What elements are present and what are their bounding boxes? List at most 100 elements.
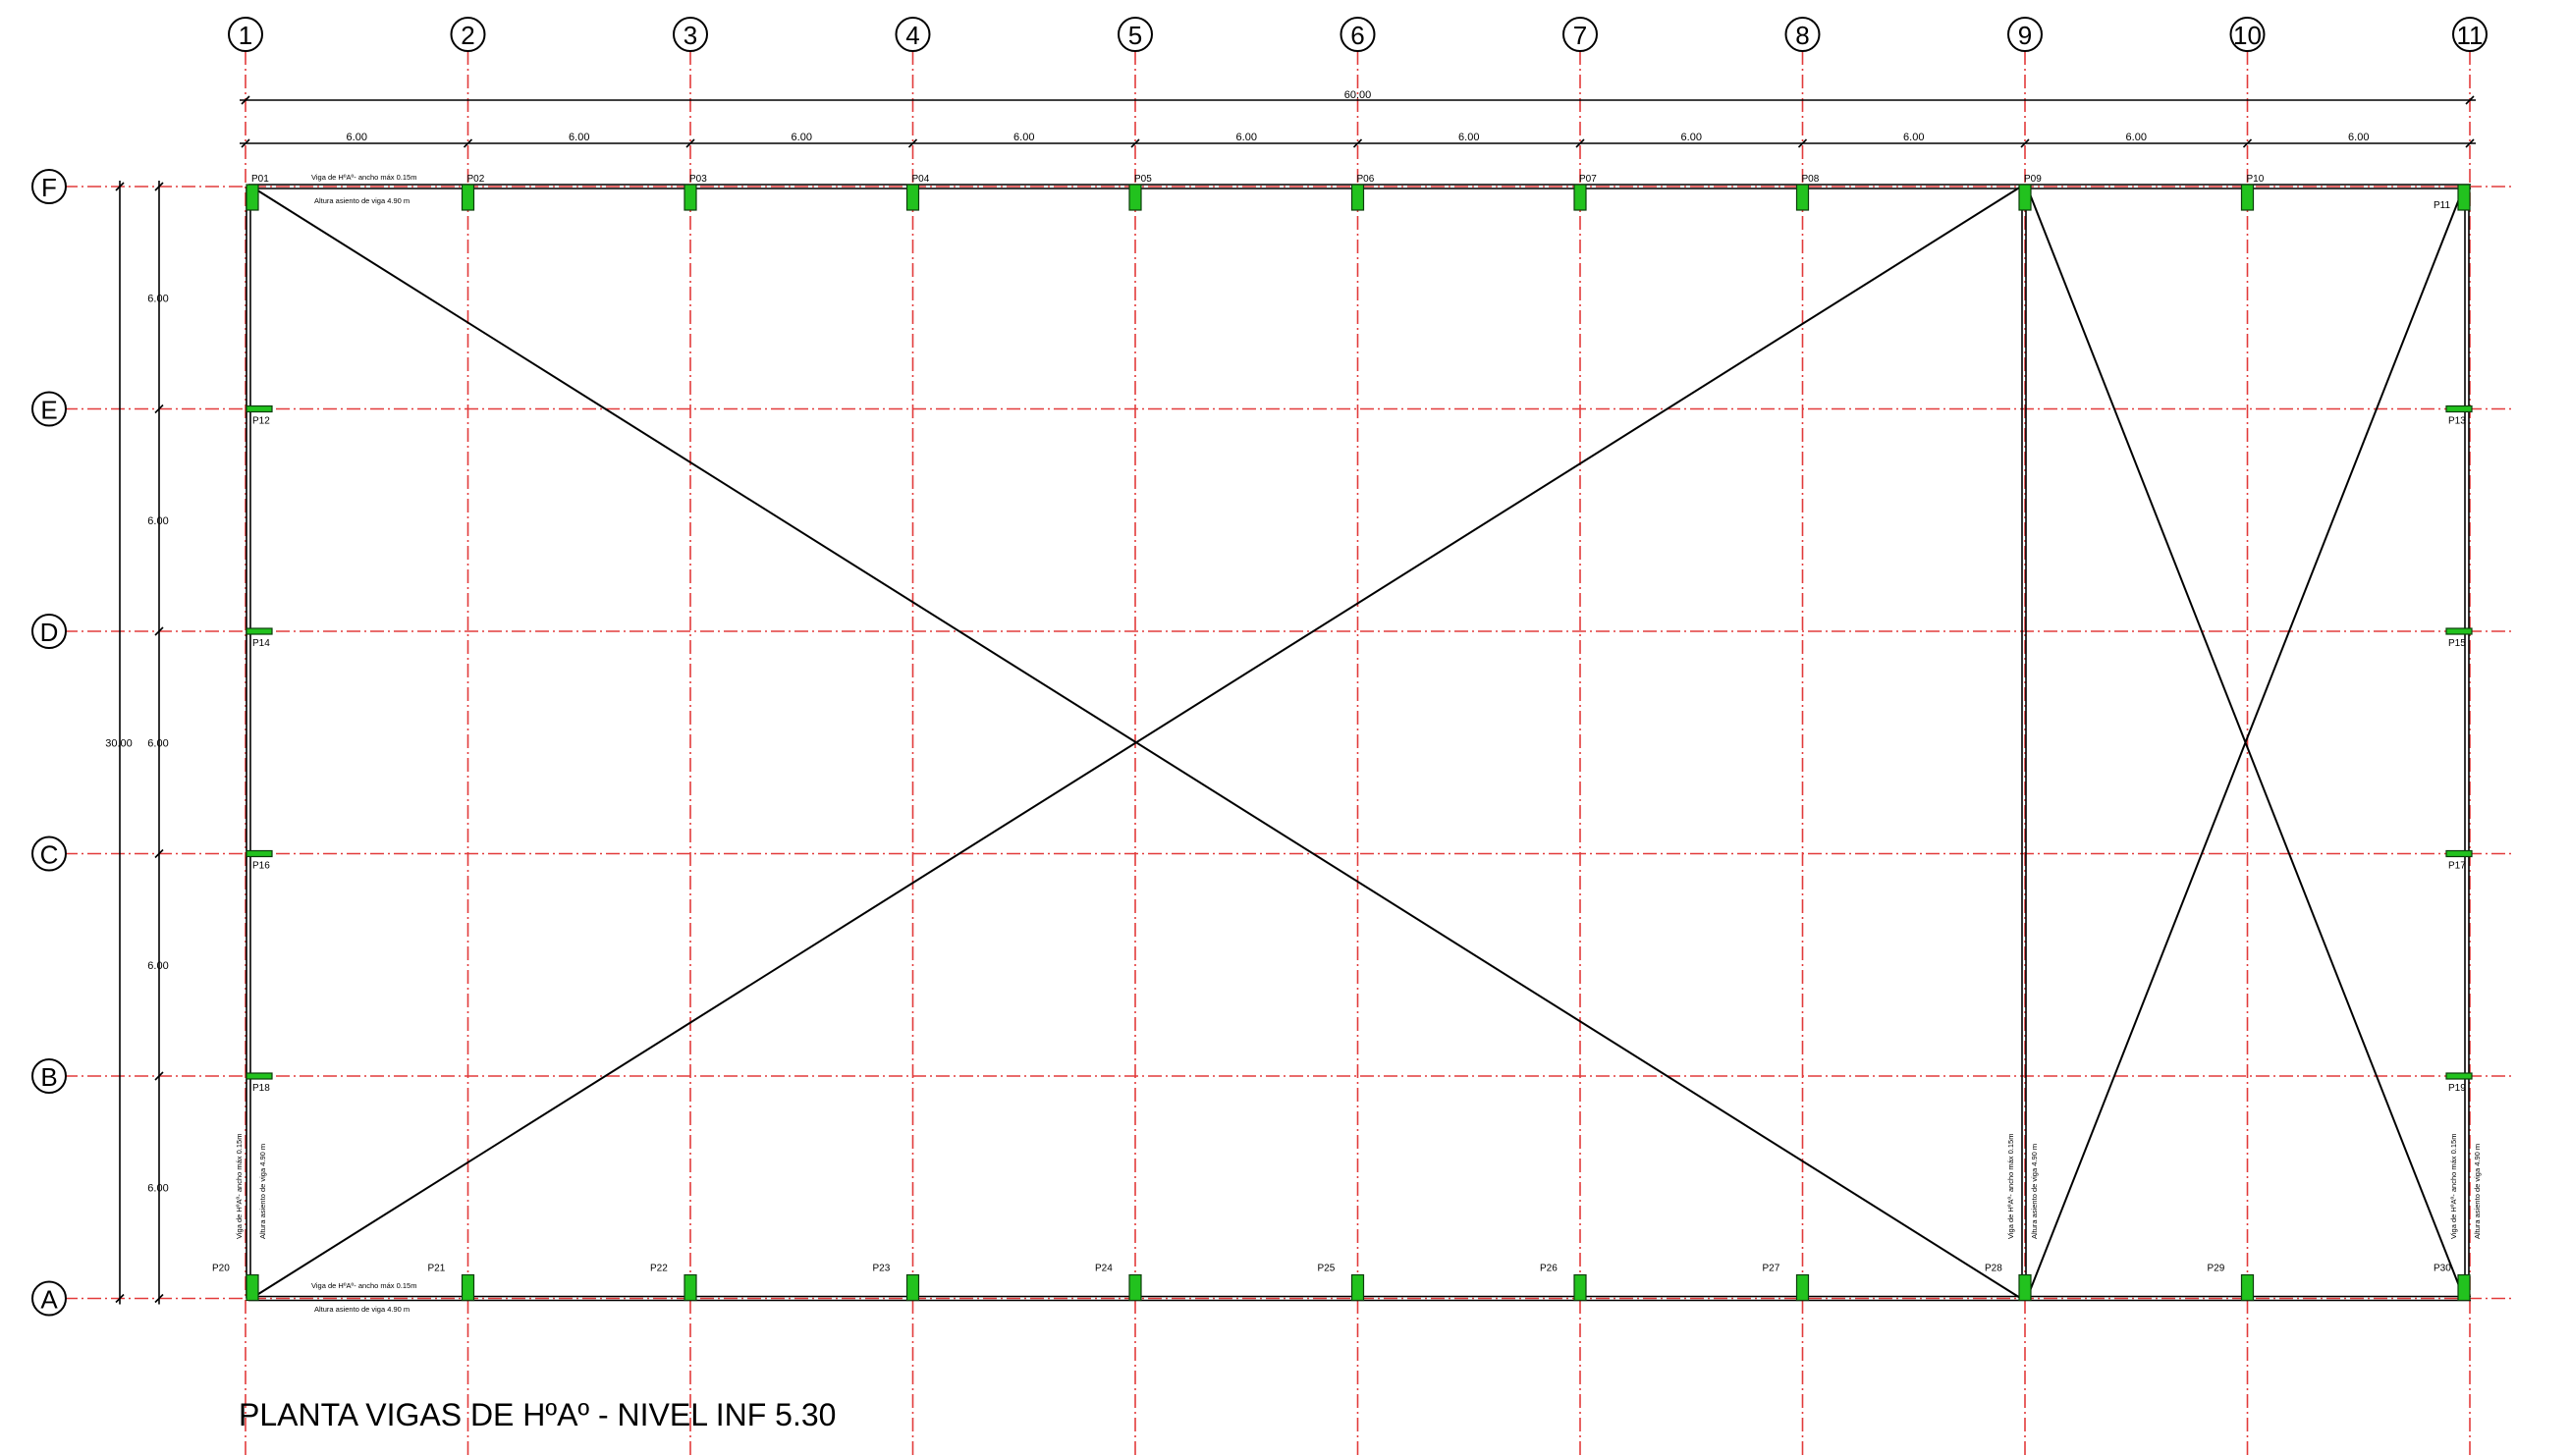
dimension-label: 6.00: [1681, 132, 1702, 143]
column-p20: P20: [212, 1264, 259, 1302]
beam-width-note: Viga de HºAº- ancho máx 0.15m: [311, 173, 416, 182]
column-label: P02: [467, 174, 485, 185]
column-p07: P07: [1573, 174, 1597, 211]
column-p23: P23: [873, 1264, 920, 1302]
dimension-tick: [2242, 138, 2253, 148]
beam-width-note: Viga de HºAº- ancho máx 0.15m: [2006, 1134, 2015, 1239]
column-p14: P14: [246, 627, 273, 649]
beam-height-note: Altura asiento de viga 4.90 m: [314, 196, 410, 205]
column-p03: P03: [684, 174, 707, 211]
axis-bubble-4: 4: [895, 17, 931, 52]
column-label: P14: [252, 638, 270, 649]
column-p21: P21: [428, 1264, 475, 1302]
column-p05: P05: [1128, 174, 1152, 211]
grid-axes: [64, 51, 2514, 1456]
dimension-tick: [154, 848, 164, 859]
dimension-tick: [1352, 138, 1363, 148]
column-p26: P26: [1540, 1264, 1587, 1302]
axis-bubble-circle: [2229, 17, 2266, 52]
column-p09: P09: [2018, 174, 2042, 211]
beam-height-note: Altura asiento de viga 4.90 m: [258, 1144, 267, 1239]
column-shape: [246, 849, 273, 858]
beam-note-axis-9: Viga de HºAº- ancho máx 0.15m Altura asie…: [2006, 1134, 2039, 1239]
axis-bubble-circle: [2007, 17, 2043, 52]
column-label: P10: [2247, 174, 2265, 185]
dimension-label: 6.00: [147, 1182, 168, 1194]
dimension-label: 6.00: [147, 515, 168, 527]
column-shape: [2445, 1072, 2473, 1080]
column-label: P01: [251, 174, 269, 185]
column-label: P29: [2208, 1264, 2225, 1274]
dimension-tick: [154, 1293, 164, 1304]
axis-bubble-label: 5: [1128, 21, 1142, 50]
axis-bubble-label: 9: [2018, 21, 2032, 50]
column-p28: P28: [1985, 1264, 2032, 1302]
beam-note-axis-A: Viga de HºAº- ancho máx 0.15m Altura asie…: [311, 1281, 416, 1314]
axis-bubble-1: 1: [228, 17, 263, 52]
axis-bubble-circle: [228, 17, 263, 52]
beam-note-axis-1: Viga de HºAº- ancho máx 0.15m Altura asie…: [235, 1134, 267, 1239]
column-p29: P29: [2208, 1264, 2255, 1302]
column-shape: [905, 1273, 920, 1302]
dimension-tick: [907, 138, 918, 148]
beams: [246, 184, 2471, 1302]
column-label: P13: [2448, 416, 2466, 427]
column-label: P21: [428, 1264, 446, 1274]
axis-bubble-10: 10: [2229, 17, 2266, 52]
column-label: P17: [2448, 861, 2466, 872]
axis-bubble-circle: [31, 1058, 67, 1094]
axis-bubble-label: 7: [1573, 21, 1587, 50]
column-p13: P13: [2445, 404, 2473, 427]
column-p12: P12: [246, 404, 273, 427]
column-p25: P25: [1318, 1264, 1365, 1302]
axis-bubble-8: 8: [1784, 17, 1821, 52]
column-shape: [461, 184, 475, 211]
column-label: P09: [2024, 174, 2042, 185]
column-p10: P10: [2240, 174, 2265, 211]
axis-bubble-label: C: [40, 840, 59, 870]
beam-width-note: Viga de HºAº- ancho máx 0.15m: [2449, 1134, 2458, 1239]
axis-bubble-D: D: [31, 614, 67, 649]
column-shape: [246, 1273, 259, 1302]
column-p06: P06: [1350, 174, 1375, 211]
brace-diagonal: [250, 186, 2022, 1300]
column-label: P20: [212, 1264, 230, 1274]
column-label: P05: [1134, 174, 1152, 185]
column-label: P06: [1357, 174, 1375, 185]
axis-bubble-B: B: [31, 1058, 67, 1094]
beam-width-note: Viga de HºAº- ancho máx 0.15m: [235, 1134, 244, 1239]
column-label: P24: [1095, 1264, 1113, 1274]
column-label: P11: [2434, 200, 2450, 211]
axis-bubble-circle: [1118, 17, 1153, 52]
column-label: P25: [1318, 1264, 1336, 1274]
dimension-label: 30.00: [105, 737, 133, 749]
axis-bubble-circle: [31, 391, 67, 427]
column-shape: [2240, 1273, 2255, 1302]
axis-bubble-label: 3: [684, 21, 697, 50]
column-shape: [246, 1072, 273, 1080]
dimension-label: 6.00: [2348, 132, 2369, 143]
dimension-tick: [154, 626, 164, 636]
axis-bubble-3: 3: [673, 17, 708, 52]
axis-bubble-label: 8: [1795, 21, 1809, 50]
dimension-label: 6.00: [1458, 132, 1479, 143]
column-label: P15: [2448, 638, 2466, 649]
column-p17: P17: [2445, 849, 2473, 872]
column-p18: P18: [246, 1072, 273, 1094]
column-p19: P19: [2445, 1072, 2473, 1094]
column-shape: [684, 184, 697, 211]
column-label: P16: [252, 861, 270, 872]
axis-bubble-9: 9: [2007, 17, 2043, 52]
dimension-tick: [1575, 138, 1585, 148]
axis-bubble-11: 11: [2452, 17, 2488, 52]
dimension-tick: [2020, 138, 2030, 148]
dimension-label: 6.00: [1903, 132, 1924, 143]
beam-note-axis-11: Viga de HºAº- ancho máx 0.15m Altura asie…: [2449, 1134, 2482, 1239]
axis-bubble-circle: [31, 836, 67, 872]
axis-bubble-7: 7: [1562, 17, 1598, 52]
dimension-label: 60.00: [1344, 89, 1372, 101]
column-shape: [246, 404, 273, 413]
axis-bubble-2: 2: [450, 17, 486, 52]
dimension-label: 6.00: [569, 132, 589, 143]
